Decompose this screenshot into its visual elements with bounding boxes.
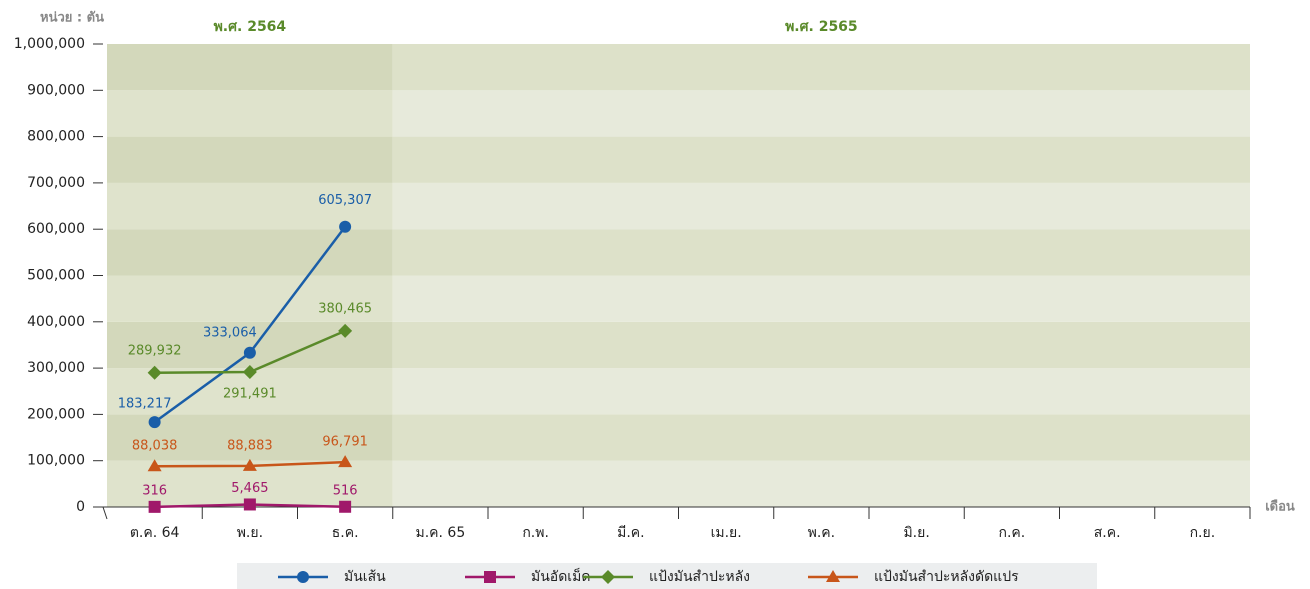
plot-band [392, 136, 1250, 183]
plot-band [392, 90, 1250, 137]
plot-band [392, 229, 1250, 276]
x-tick-label: ธ.ค. [332, 525, 359, 541]
legend-box [237, 563, 1097, 589]
x-tick-label: มิ.ย. [903, 525, 929, 541]
x-tick-label: เม.ย. [711, 525, 742, 541]
point [339, 220, 352, 233]
plot-band [392, 275, 1250, 322]
data-label: 289,932 [128, 343, 182, 358]
point [243, 346, 256, 359]
y-tick-label: 100,000 [27, 453, 85, 469]
point [243, 498, 256, 511]
plot-band [392, 44, 1250, 91]
legend-label: มันเส้น [344, 569, 386, 585]
plot-band [392, 414, 1250, 461]
plot-band [107, 44, 393, 91]
point [601, 570, 615, 584]
period-label: พ.ศ. 2565 [785, 19, 858, 35]
period-label: พ.ศ. 2564 [214, 19, 287, 35]
legend-item: มันเส้น [278, 569, 386, 585]
legend-label: แป้งมันสำปะหลัง [649, 569, 750, 585]
plot-band [107, 136, 393, 183]
x-tick-label: ส.ค. [1094, 525, 1121, 541]
y-tick-label: 500,000 [27, 268, 85, 284]
x-axis-label: เดือน [1265, 499, 1295, 515]
x-tick [102, 506, 108, 520]
plot-band [392, 182, 1250, 230]
point [242, 458, 257, 471]
data-label: 291,491 [223, 387, 277, 402]
x-tick-label: ม.ค. 65 [415, 525, 465, 541]
legend-item: แป้งมันสำปะหลังดัดแปร [808, 569, 1019, 585]
y-tick-label: 0 [76, 499, 85, 515]
point [148, 416, 161, 429]
data-label: 96,791 [322, 435, 368, 450]
point [148, 500, 161, 513]
point [242, 365, 257, 380]
y-tick-label: 200,000 [27, 406, 85, 422]
y-tick-label: 600,000 [27, 221, 85, 237]
y-tick-label: 900,000 [27, 82, 85, 98]
point [297, 571, 309, 583]
y-tick-label: 700,000 [27, 175, 85, 191]
data-label: 183,217 [118, 397, 172, 412]
y-tick-label: 1,000,000 [14, 36, 85, 52]
data-label: 88,883 [227, 438, 273, 453]
point [147, 365, 162, 380]
plot-band [107, 229, 393, 276]
data-label: 333,064 [203, 325, 257, 340]
plot-band [107, 275, 393, 322]
legend-item: มันอัดเม็ด [465, 567, 590, 585]
x-tick-label: พ.ค. [808, 525, 836, 541]
data-label: 5,465 [231, 481, 268, 496]
y-tick-label: 800,000 [27, 129, 85, 145]
point [826, 570, 840, 582]
plot-band [392, 321, 1250, 369]
y-tick-label: 400,000 [27, 314, 85, 330]
x-tick-label: ก.ย. [1190, 525, 1216, 541]
plot-band [392, 368, 1250, 415]
data-label: 516 [333, 483, 358, 498]
x-tick-label: ต.ค. 64 [130, 525, 180, 541]
plot-band [392, 460, 1250, 507]
plot-band [107, 90, 393, 137]
point [484, 571, 496, 583]
data-label: 605,307 [318, 193, 372, 208]
x-tick-label: ก.พ. [522, 525, 549, 541]
legend-item: แป้งมันสำปะหลัง [583, 569, 750, 585]
legend-label: มันอัดเม็ด [531, 567, 590, 585]
x-tick-label: พ.ย. [237, 525, 263, 541]
y-tick-label: 300,000 [27, 360, 85, 376]
data-label: 316 [142, 483, 167, 498]
point [338, 323, 353, 338]
point [339, 500, 352, 513]
x-tick-label: ก.ค. [999, 525, 1026, 541]
data-label: 88,038 [132, 439, 178, 454]
legend-label: แป้งมันสำปะหลังดัดแปร [874, 569, 1019, 585]
point [147, 459, 162, 472]
point [338, 455, 353, 468]
x-tick-label: มี.ค. [617, 525, 645, 541]
unit-label: หน่วย : ตัน [40, 11, 104, 26]
data-label: 380,465 [318, 301, 372, 316]
